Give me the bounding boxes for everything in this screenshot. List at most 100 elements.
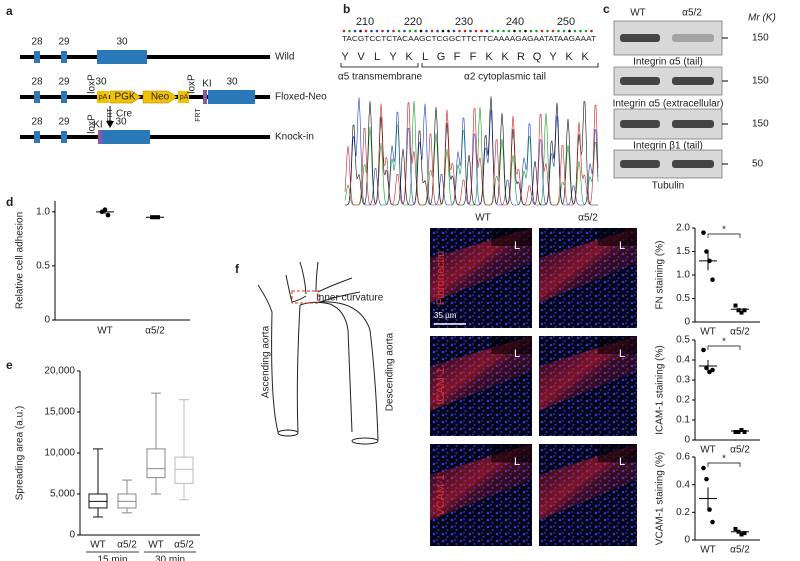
data-point xyxy=(701,465,706,471)
feature-label: KI xyxy=(93,120,102,131)
tissue-edge xyxy=(539,228,637,303)
exon xyxy=(34,51,40,63)
data-point xyxy=(739,532,744,537)
residue: K xyxy=(565,51,573,63)
base-dot xyxy=(348,29,351,33)
aorta-outline xyxy=(271,295,379,441)
residue: G xyxy=(437,51,446,63)
base-dot xyxy=(485,29,489,33)
data-point xyxy=(704,476,709,482)
tissue-edge xyxy=(539,336,637,411)
y-tick-label: 0.6 xyxy=(676,452,690,463)
base-dot xyxy=(535,29,538,33)
sequence-position: 220 xyxy=(404,16,422,28)
significance-mark: * xyxy=(722,337,726,348)
size-label: 150 xyxy=(752,33,769,44)
residue: Y xyxy=(389,51,397,63)
size-label: 50 xyxy=(752,159,764,170)
panel-letter: f xyxy=(235,262,240,276)
pa-box xyxy=(178,91,189,103)
sequence-position: 250 xyxy=(557,16,575,28)
band xyxy=(620,120,660,128)
lumen xyxy=(597,336,637,354)
base-dot xyxy=(540,29,544,33)
exon-label: 28 xyxy=(31,37,43,48)
base-dot xyxy=(447,29,450,33)
y-axis-label: FN staining (%) xyxy=(655,241,666,310)
exon xyxy=(61,91,67,103)
data-point xyxy=(739,310,744,315)
residue: Y xyxy=(341,51,349,63)
diagram-label: Ascending aorta xyxy=(261,325,272,398)
data-point xyxy=(733,526,738,531)
panel-letter: d xyxy=(6,195,13,209)
base-dot xyxy=(562,29,566,33)
residue: K xyxy=(485,51,493,63)
y-tick-label: 1.0 xyxy=(676,270,690,281)
base-dot xyxy=(524,29,527,33)
base-dot xyxy=(403,29,406,33)
base-dot xyxy=(364,29,368,33)
base-dot xyxy=(551,29,555,33)
y-tick-label: 0.3 xyxy=(676,375,690,386)
pgk-arrow xyxy=(109,90,142,104)
blot-label: Tubulin xyxy=(652,181,684,192)
feature-label: loxP xyxy=(187,74,198,94)
exon xyxy=(61,51,67,63)
residue: V xyxy=(357,51,365,63)
region-box xyxy=(291,290,320,304)
data-point xyxy=(736,308,741,313)
lumen xyxy=(491,336,532,354)
row-label: VCAM-1 xyxy=(435,474,447,516)
allele-label: Knock-in xyxy=(275,132,314,143)
aorta-end xyxy=(351,437,379,445)
y-tick-label: 0.2 xyxy=(676,507,690,518)
base-dot xyxy=(381,29,384,33)
exon-label: 28 xyxy=(31,117,43,128)
lumen xyxy=(597,444,637,463)
data-point xyxy=(710,519,715,525)
exon-label: 29 xyxy=(58,77,70,88)
data-point xyxy=(701,347,706,353)
base-dot xyxy=(392,29,395,33)
data-point xyxy=(710,277,715,283)
panel-letter: a xyxy=(6,4,13,18)
scale-label: 35 µm xyxy=(434,311,457,320)
lumen-label: L xyxy=(514,456,520,468)
aorta-outline xyxy=(257,261,361,313)
feature-label: loxP xyxy=(87,74,98,94)
data-point xyxy=(701,230,706,235)
lumen-label: L xyxy=(619,456,625,468)
base-dot xyxy=(474,29,478,33)
band xyxy=(620,160,660,168)
column-label: α5/2 xyxy=(578,213,598,224)
band xyxy=(672,120,714,128)
allele-label: Wild xyxy=(275,52,294,63)
tissue-edge xyxy=(430,336,532,411)
data-point xyxy=(739,428,744,432)
data-point xyxy=(733,430,738,434)
residue: K xyxy=(405,51,413,63)
base-dot xyxy=(590,29,593,33)
residue: R xyxy=(517,51,525,63)
feature-label: pA xyxy=(180,94,189,101)
sequence-position: 240 xyxy=(506,16,524,28)
x-tick-label: WT xyxy=(97,326,113,337)
y-tick-label: 10,000 xyxy=(44,448,75,459)
significance-bracket xyxy=(707,462,741,467)
ki-site xyxy=(98,130,102,144)
exon-label: 30 xyxy=(115,117,127,128)
y-axis-label: Relative cell adhesion xyxy=(15,212,26,309)
exon-label: 30 xyxy=(226,77,238,88)
base-dot xyxy=(419,29,423,33)
chromatogram-trace xyxy=(344,101,599,206)
sequence-position: 210 xyxy=(356,16,374,28)
feature-label: FRT xyxy=(195,108,202,122)
base-dot xyxy=(441,29,445,33)
row-label: ICAM-1 xyxy=(435,367,447,404)
lumen xyxy=(597,228,637,246)
feature-label: loxP xyxy=(87,114,98,134)
x-tick-label: α5/2 xyxy=(730,327,750,338)
cre-label: Cre xyxy=(116,109,133,120)
